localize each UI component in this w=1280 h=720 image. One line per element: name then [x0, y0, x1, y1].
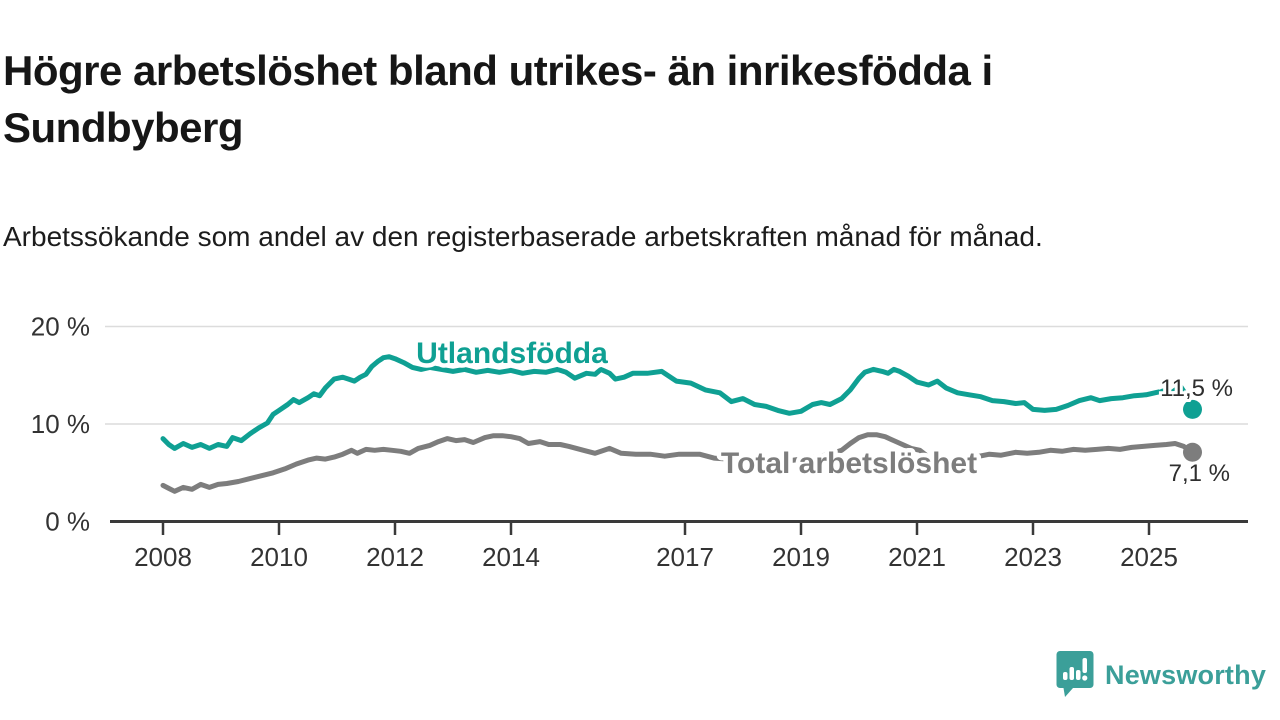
series-end-dot-total: [1183, 442, 1202, 462]
x-tick-label-2008: 2008: [134, 542, 192, 572]
y-tick-label: 10 %: [31, 409, 90, 439]
x-tick-label-2019: 2019: [772, 542, 830, 572]
x-tick-label-2014: 2014: [482, 542, 540, 572]
x-tick-label-2017: 2017: [656, 542, 714, 572]
x-tick-label-2023: 2023: [1004, 542, 1062, 572]
y-tick-label: 20 %: [31, 312, 90, 342]
y-tick-label: 0 %: [45, 507, 90, 537]
x-tick-label-2021: 2021: [888, 542, 946, 572]
series-label-0: Utlandsfödda: [416, 337, 608, 370]
end-value-label-1: 7,1 %: [1169, 460, 1230, 487]
end-value-label-0: 11,5 %: [1160, 375, 1233, 402]
newsworthy-branding: Newsworthy: [1056, 650, 1266, 700]
series-end-dot-utlandsfodda: [1183, 399, 1202, 419]
series-label-1: Total arbetslöshet: [721, 447, 977, 480]
newsworthy-wordmark: Newsworthy: [1105, 659, 1267, 690]
page-title: Högre arbetslöshet bland utrikes- än inr…: [3, 47, 993, 152]
newsworthy-logo-icon: [1056, 650, 1094, 700]
x-tick-label-2010: 2010: [250, 542, 308, 572]
series-line-utlandsfodda: [160, 354, 1195, 451]
x-tick-label-2012: 2012: [366, 542, 424, 572]
x-tick-label-2025: 2025: [1120, 542, 1178, 572]
chart-subtitle: Arbetssökande som andel av den registerb…: [3, 221, 1043, 252]
series-line-total: [160, 432, 1195, 494]
